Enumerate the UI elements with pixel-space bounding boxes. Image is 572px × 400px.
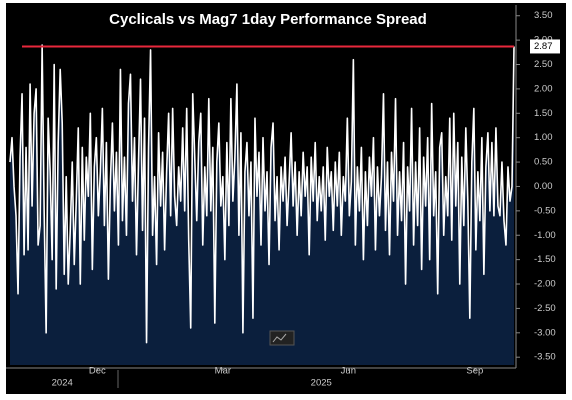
reference-label: 2.87	[534, 41, 553, 52]
y-tick-label: -2.00	[534, 279, 556, 290]
y-tick-label: -2.50	[534, 303, 556, 314]
y-tick-label: -1.00	[534, 230, 556, 241]
y-tick-label: -0.50	[534, 205, 556, 216]
y-tick-label: 3.50	[534, 10, 553, 21]
line	[9, 44, 515, 344]
x-tick-label: Dec	[89, 366, 106, 377]
year-label: 2025	[311, 378, 332, 389]
y-tick-label: 1.00	[534, 132, 553, 143]
chart-title: Cyclicals vs Mag7 1day Performance Sprea…	[109, 11, 427, 28]
x-tick-label: Mar	[215, 366, 231, 377]
icon-glyph	[272, 333, 287, 343]
y-tick-label: 0.00	[534, 181, 553, 192]
y-tick-label: -1.50	[534, 254, 556, 265]
y-tick-label: -3.00	[534, 327, 556, 338]
year-label: 2024	[52, 378, 73, 389]
chart-icon	[269, 330, 295, 346]
y-tick-label: 2.00	[534, 83, 553, 94]
y-tick-label: -3.50	[534, 352, 556, 363]
x-tick-label: Sep	[466, 366, 483, 377]
y-tick-label: 1.50	[534, 108, 553, 119]
plot-area	[9, 44, 515, 365]
reference-label-box	[530, 39, 560, 54]
y-tick-label: 0.50	[534, 157, 553, 168]
icon-box	[269, 330, 295, 346]
y-tick-label: 2.50	[534, 59, 553, 70]
x-tick-label: Jun	[341, 366, 356, 377]
